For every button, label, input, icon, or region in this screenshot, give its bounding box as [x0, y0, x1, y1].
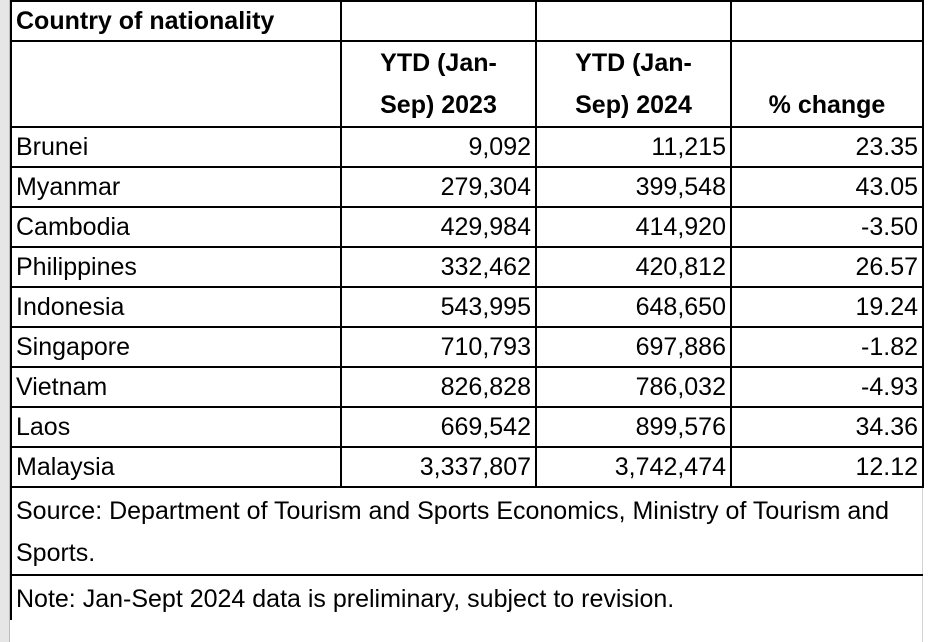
- column-header: YTD (Jan-Sep) 2024: [535, 40, 732, 128]
- data-row: Cambodia 429,984 414,920 -3.50: [10, 206, 924, 248]
- value-cell: 710,793: [340, 326, 537, 368]
- country-cell: Cambodia: [10, 206, 342, 248]
- empty-cell: [340, 0, 537, 42]
- source-cell: Source: Department of Tourism and Sports…: [10, 487, 923, 575]
- country-cell: Vietnam: [10, 366, 342, 408]
- data-row: Indonesia 543,995 648,650 19.24: [10, 286, 924, 328]
- title-cell: Country of nationality: [10, 0, 342, 42]
- value-cell: 3,337,807: [340, 446, 537, 488]
- table-body: Country of nationality YTD (Jan-Sep) 202…: [10, 0, 924, 620]
- value-cell: 399,548: [535, 166, 732, 208]
- column-header-text: YTD (Jan-Sep) 2023: [380, 49, 497, 119]
- value-cell: -4.93: [730, 366, 924, 408]
- value-cell: 414,920: [535, 206, 732, 248]
- value-cell: 3,742,474: [535, 446, 732, 488]
- value-cell: 332,462: [340, 246, 537, 288]
- empty-cell: [10, 40, 342, 128]
- value-cell: 648,650: [535, 286, 732, 328]
- value-cell: 12.12: [730, 446, 924, 488]
- value-cell: 279,304: [340, 166, 537, 208]
- value-cell: 786,032: [535, 366, 732, 408]
- source-text: Source: Department of Tourism and Sports…: [16, 497, 890, 567]
- value-cell: 899,576: [535, 406, 732, 448]
- title-row: Country of nationality: [10, 0, 924, 42]
- data-table: Country of nationality YTD (Jan-Sep) 202…: [10, 0, 924, 620]
- column-header: % change: [730, 40, 924, 128]
- note-text: Note: Jan-Sept 2024 data is preliminary,…: [16, 585, 675, 613]
- country-cell: Indonesia: [10, 286, 342, 328]
- value-cell: 43.05: [730, 166, 924, 208]
- data-row: Myanmar 279,304 399,548 43.05: [10, 166, 924, 208]
- value-cell: 543,995: [340, 286, 537, 328]
- data-row: Philippines 332,462 420,812 26.57: [10, 246, 924, 288]
- country-cell: Singapore: [10, 326, 342, 368]
- column-header-row: YTD (Jan-Sep) 2023 YTD (Jan-Sep) 2024 % …: [10, 40, 924, 128]
- column-header-text: % change: [768, 91, 886, 119]
- value-cell: -1.82: [730, 326, 924, 368]
- data-row: Laos 669,542 899,576 34.36: [10, 406, 924, 448]
- value-cell: 429,984: [340, 206, 537, 248]
- data-row: Brunei 9,092 11,215 23.35: [10, 126, 924, 168]
- value-cell: 669,542: [340, 406, 537, 448]
- country-cell: Philippines: [10, 246, 342, 288]
- country-cell: Brunei: [10, 126, 342, 168]
- note-row: Note: Jan-Sept 2024 data is preliminary,…: [10, 574, 923, 620]
- data-row: Singapore 710,793 697,886 -1.82: [10, 326, 924, 368]
- value-cell: 34.36: [730, 406, 924, 448]
- empty-cell: [730, 0, 924, 42]
- value-cell: 697,886: [535, 326, 732, 368]
- value-cell: 826,828: [340, 366, 537, 408]
- value-cell: 11,215: [535, 126, 732, 168]
- value-cell: 19.24: [730, 286, 924, 328]
- country-cell: Myanmar: [10, 166, 342, 208]
- value-cell: 9,092: [340, 126, 537, 168]
- value-cell: 420,812: [535, 246, 732, 288]
- column-header-text: YTD (Jan-Sep) 2024: [575, 49, 692, 119]
- country-cell: Malaysia: [10, 446, 342, 488]
- note-cell: Note: Jan-Sept 2024 data is preliminary,…: [10, 574, 923, 620]
- column-header: YTD (Jan-Sep) 2023: [340, 40, 537, 128]
- value-cell: -3.50: [730, 206, 924, 248]
- value-cell: 26.57: [730, 246, 924, 288]
- value-cell: 23.35: [730, 126, 924, 168]
- source-row: Source: Department of Tourism and Sports…: [10, 487, 923, 575]
- empty-cell: [535, 0, 732, 42]
- data-row: Malaysia 3,337,807 3,742,474 12.12: [10, 446, 924, 488]
- row-gutter: [0, 0, 10, 642]
- data-row: Vietnam 826,828 786,032 -4.93: [10, 366, 924, 408]
- country-cell: Laos: [10, 406, 342, 448]
